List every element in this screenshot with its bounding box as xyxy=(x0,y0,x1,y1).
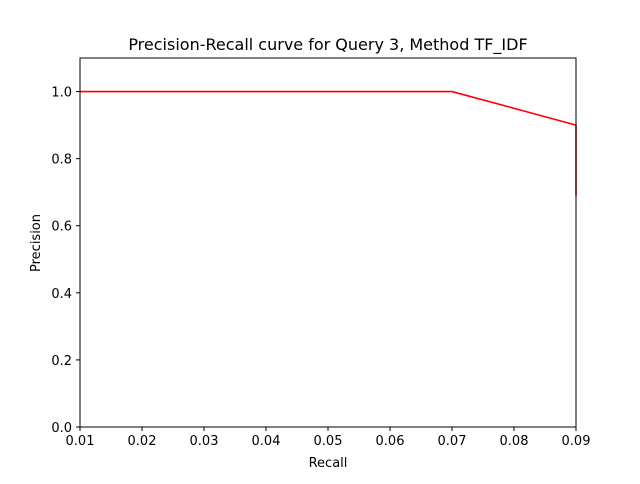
y-tick-label: 0.6 xyxy=(51,220,72,235)
x-tick-label: 0.02 xyxy=(128,434,157,449)
x-axis-ticks: 0.01 0.02 0.03 0.04 0.05 0.06 0.07 0.08 0.09 xyxy=(66,427,591,449)
y-tick-label: 1.0 xyxy=(51,86,72,101)
axes-frame xyxy=(79,57,577,428)
x-tick-label: 0.09 xyxy=(562,434,591,449)
chart-title: Precision-Recall curve for Query 3, Meth… xyxy=(128,35,527,55)
plot-area xyxy=(79,57,577,428)
y-axis-ticks: 0.0 0.2 0.4 0.6 0.8 1.0 xyxy=(51,86,80,436)
y-tick-label: 0.0 xyxy=(51,421,72,436)
x-tick-label: 0.01 xyxy=(66,434,95,449)
y-axis-label: Precision xyxy=(29,214,44,272)
y-tick-label: 0.4 xyxy=(51,287,72,302)
x-tick-label: 0.06 xyxy=(376,434,405,449)
x-tick-label: 0.05 xyxy=(314,434,343,449)
x-tick-label: 0.08 xyxy=(500,434,529,449)
y-tick-label: 0.2 xyxy=(51,354,72,369)
x-tick-label: 0.04 xyxy=(252,434,281,449)
series-line-0 xyxy=(80,90,577,196)
x-axis-label: Recall xyxy=(309,456,348,471)
x-tick-label: 0.03 xyxy=(190,434,219,449)
y-tick-label: 0.8 xyxy=(51,153,72,168)
x-tick-label: 0.07 xyxy=(438,434,467,449)
